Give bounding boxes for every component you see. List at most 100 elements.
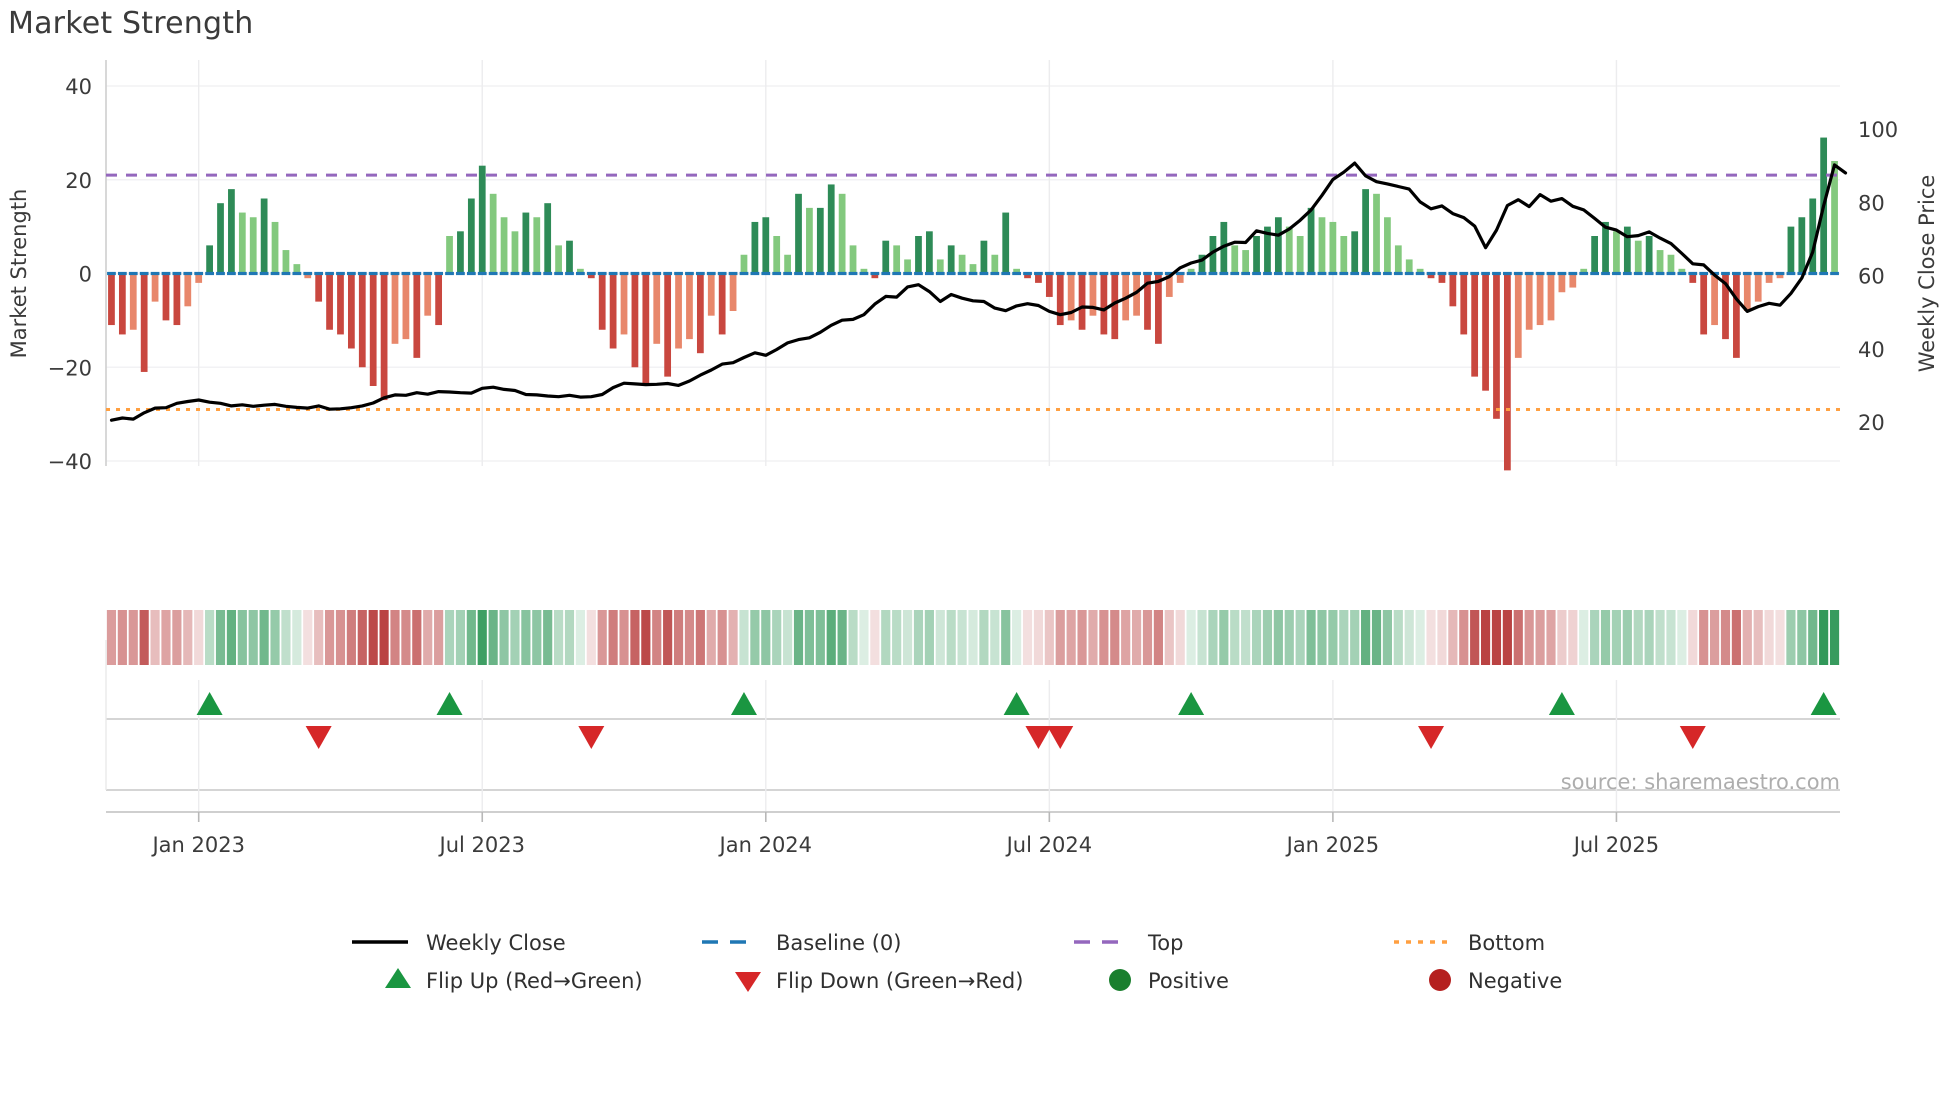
bar bbox=[478, 165, 486, 274]
bar bbox=[871, 273, 879, 279]
heatmap-cell bbox=[1284, 610, 1294, 665]
heatmap-cell bbox=[946, 610, 956, 665]
right-axis: 100 80 60 40 20 Weekly Close Price bbox=[1858, 118, 1939, 435]
heatmap-cell bbox=[434, 610, 444, 665]
heatmap-cell bbox=[259, 610, 269, 665]
heatmap-cell bbox=[106, 610, 117, 665]
legend-item[interactable]: Negative bbox=[1429, 969, 1562, 993]
left-tick-label: 20 bbox=[65, 169, 92, 193]
legend-item[interactable]: Positive bbox=[1109, 969, 1229, 993]
heatmap-cell bbox=[117, 610, 127, 665]
heatmap-cell bbox=[1219, 610, 1229, 665]
heatmap-cell bbox=[1611, 610, 1622, 665]
legend-item[interactable]: Baseline (0) bbox=[702, 931, 901, 955]
heatmap-cell bbox=[488, 610, 498, 665]
heatmap-cell bbox=[1797, 610, 1807, 665]
x-tick-label: Jul 2024 bbox=[1005, 833, 1092, 857]
heatmap-cell bbox=[1633, 610, 1643, 665]
heatmap-cell bbox=[215, 610, 226, 665]
bar bbox=[1242, 250, 1250, 274]
heatmap-cell bbox=[390, 610, 400, 665]
flip-down-marker bbox=[1679, 726, 1706, 749]
bar bbox=[991, 254, 999, 274]
legend-item-label: Flip Down (Green→Red) bbox=[776, 969, 1023, 993]
heatmap-cell bbox=[379, 610, 389, 665]
heatmap-cell bbox=[1644, 610, 1654, 665]
bar bbox=[1427, 273, 1435, 279]
heatmap-cell bbox=[401, 610, 411, 665]
flip-up-marker bbox=[436, 692, 463, 715]
legend-item[interactable]: Flip Up (Red→Green) bbox=[385, 968, 643, 993]
heatmap-cell bbox=[783, 610, 793, 665]
heatmap-cell bbox=[1350, 610, 1360, 665]
bar bbox=[457, 231, 464, 274]
right-tick-label: 40 bbox=[1858, 338, 1885, 362]
reference-lines bbox=[106, 173, 1840, 411]
bar bbox=[1285, 226, 1293, 274]
legend-item[interactable]: Flip Down (Green→Red) bbox=[735, 969, 1023, 993]
legend-item[interactable]: Bottom bbox=[1394, 931, 1545, 955]
heatmap-cell bbox=[608, 610, 618, 665]
legend[interactable]: Weekly Close Baseline (0) Top Bottom Flip Up… bbox=[352, 931, 1562, 993]
heatmap-cell bbox=[1033, 610, 1044, 665]
bar bbox=[1798, 217, 1806, 274]
heatmap-cell bbox=[684, 610, 695, 665]
heatmap-cell bbox=[706, 610, 716, 665]
bar bbox=[806, 207, 813, 274]
bar bbox=[1253, 236, 1260, 274]
bar bbox=[1580, 268, 1588, 274]
heatmap-cell bbox=[902, 610, 913, 665]
heatmap-cell bbox=[1044, 610, 1054, 665]
heatmap-cell bbox=[1829, 610, 1840, 665]
bar bbox=[489, 193, 497, 274]
bar bbox=[151, 273, 159, 302]
bar bbox=[1667, 254, 1675, 274]
right-tick-label: 60 bbox=[1858, 265, 1885, 289]
heatmap-cell bbox=[1197, 610, 1207, 665]
heatmap-cell bbox=[444, 610, 455, 665]
right-tick-label: 20 bbox=[1858, 411, 1885, 435]
left-tick-label: −20 bbox=[48, 356, 92, 380]
right-axis-title: Weekly Close Price bbox=[1915, 175, 1939, 373]
bar bbox=[249, 217, 257, 274]
x-tick-label: Jan 2024 bbox=[718, 833, 813, 857]
weekly-close-line bbox=[109, 161, 1848, 422]
bar bbox=[1362, 189, 1369, 274]
heatmap-cell bbox=[979, 610, 989, 665]
heatmap-cell bbox=[1470, 610, 1480, 665]
bar bbox=[1634, 240, 1642, 274]
bar bbox=[424, 273, 432, 316]
heatmap-cell bbox=[728, 610, 738, 665]
bar bbox=[1198, 254, 1206, 274]
bar bbox=[827, 184, 835, 274]
heatmap-cell bbox=[1142, 610, 1153, 665]
bar bbox=[1133, 273, 1140, 316]
bar bbox=[467, 198, 475, 274]
bar bbox=[1689, 273, 1697, 283]
heatmap-cell bbox=[139, 610, 149, 665]
source-label: source: sharemaestro.com bbox=[1561, 770, 1840, 794]
heatmap-cell bbox=[1546, 610, 1556, 665]
bar bbox=[1503, 273, 1511, 471]
bar bbox=[598, 273, 606, 330]
flip-panel bbox=[105, 640, 1840, 812]
bar bbox=[577, 268, 584, 274]
legend-item[interactable]: Weekly Close bbox=[352, 931, 566, 955]
bar bbox=[718, 273, 726, 335]
bar bbox=[762, 217, 770, 274]
bar bbox=[838, 193, 846, 274]
heatmap-cell bbox=[1502, 610, 1512, 665]
legend-item-label: Baseline (0) bbox=[776, 931, 901, 955]
bar bbox=[555, 245, 562, 274]
heatmap-cell bbox=[990, 610, 1000, 665]
bar bbox=[446, 236, 453, 274]
bar bbox=[1078, 273, 1086, 330]
bar bbox=[642, 273, 650, 386]
legend-item[interactable]: Top bbox=[1074, 931, 1183, 955]
heatmap-cell bbox=[270, 610, 280, 665]
bar bbox=[1831, 161, 1838, 274]
bar bbox=[609, 273, 617, 349]
heatmap-cell bbox=[1579, 610, 1589, 665]
heatmap-cell bbox=[1055, 610, 1065, 665]
